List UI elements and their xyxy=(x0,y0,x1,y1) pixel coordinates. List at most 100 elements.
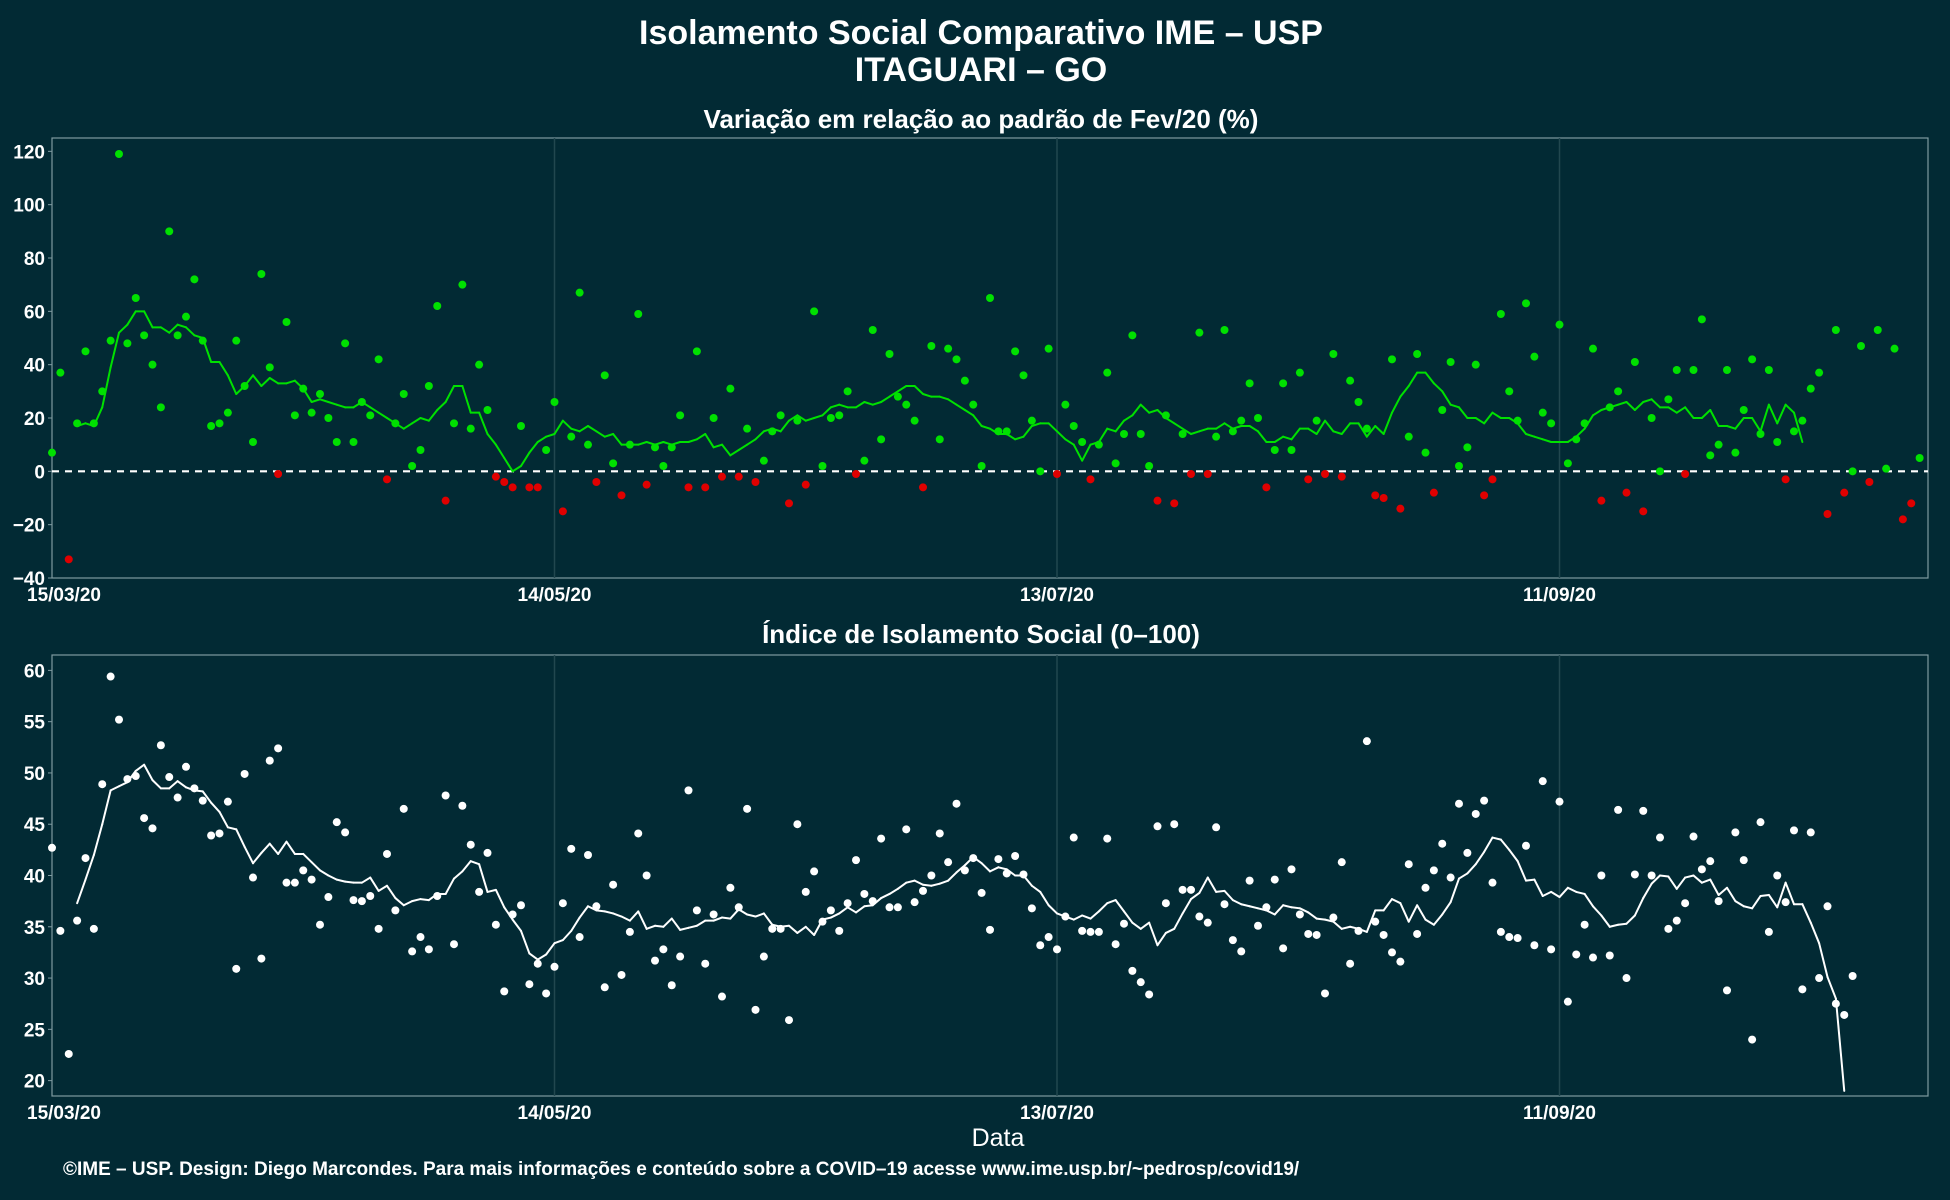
data-point xyxy=(399,804,408,813)
data-point xyxy=(48,448,56,457)
data-point xyxy=(1831,326,1840,334)
data-point xyxy=(198,796,207,805)
data-point xyxy=(667,981,676,990)
moving-average-segment xyxy=(662,441,673,446)
data-point xyxy=(207,422,216,430)
moving-average-segment xyxy=(1064,915,1075,921)
data-point xyxy=(1622,488,1631,497)
data-point xyxy=(366,892,375,901)
data-point xyxy=(324,414,333,422)
data-point xyxy=(1656,833,1664,842)
data-point xyxy=(1228,936,1237,945)
data-point xyxy=(1304,929,1313,938)
data-point xyxy=(919,483,927,492)
moving-average-segment xyxy=(737,908,749,916)
moving-average-segment xyxy=(1391,395,1402,414)
data-point xyxy=(701,959,710,968)
data-point xyxy=(1714,897,1723,906)
data-point xyxy=(1413,929,1422,938)
moving-average-segment xyxy=(1190,891,1201,901)
moving-average-segment xyxy=(712,916,723,922)
moving-average-segment xyxy=(101,789,112,826)
data-point xyxy=(1873,326,1882,334)
data-point xyxy=(1496,927,1505,936)
data-point xyxy=(424,945,433,954)
moving-average-segment xyxy=(829,403,841,409)
moving-average-segment xyxy=(729,449,740,457)
moving-average-segment xyxy=(1432,913,1444,926)
data-point xyxy=(1379,494,1388,502)
moving-average-segment xyxy=(101,366,112,409)
data-point xyxy=(1329,350,1338,358)
moving-average-segment xyxy=(1491,411,1502,419)
data-point xyxy=(89,924,98,933)
data-point xyxy=(1295,910,1304,919)
moving-average-segment xyxy=(386,884,397,900)
data-point xyxy=(1538,777,1547,786)
moving-average-segment xyxy=(729,908,740,920)
data-point xyxy=(1086,927,1095,936)
data-point xyxy=(642,480,651,489)
moving-average-segment xyxy=(1684,874,1695,879)
data-point xyxy=(1505,933,1514,942)
moving-average-segment xyxy=(444,877,455,895)
moving-average-segment xyxy=(1072,914,1084,921)
data-point xyxy=(1304,475,1313,484)
data-point xyxy=(1898,515,1907,524)
moving-average-segment xyxy=(1541,438,1553,443)
moving-average-segment xyxy=(1022,874,1033,887)
data-point xyxy=(1731,828,1740,837)
data-point xyxy=(659,945,668,954)
data-point xyxy=(617,970,626,979)
data-point xyxy=(1371,491,1380,500)
moving-average-segment xyxy=(185,326,196,337)
moving-average-segment xyxy=(1139,403,1151,414)
data-point xyxy=(734,472,743,481)
moving-average-segment xyxy=(628,910,640,922)
data-point xyxy=(550,398,559,406)
data-point xyxy=(1429,488,1438,497)
data-point xyxy=(517,422,525,430)
moving-average-segment xyxy=(1818,942,1829,979)
data-point xyxy=(1723,986,1731,995)
moving-average-segment xyxy=(335,878,347,883)
moving-average-segment xyxy=(1273,435,1285,443)
moving-average-segment xyxy=(1181,898,1192,915)
moving-average-segment xyxy=(955,403,966,411)
data-point xyxy=(1773,871,1782,880)
moving-average-segment xyxy=(427,892,439,902)
data-point xyxy=(826,906,835,915)
moving-average-segment xyxy=(226,826,238,831)
data-point xyxy=(701,483,710,492)
moving-average-segment xyxy=(1181,427,1192,435)
data-point xyxy=(383,849,391,858)
data-point xyxy=(776,411,785,420)
moving-average-segment xyxy=(1340,925,1352,930)
moving-average-segment xyxy=(386,417,397,425)
moving-average-segment xyxy=(84,853,95,881)
data-point xyxy=(1647,871,1656,880)
data-point xyxy=(1237,416,1246,425)
moving-average-segment xyxy=(1633,401,1645,411)
moving-average-segment xyxy=(637,441,648,446)
data-point xyxy=(1689,832,1698,841)
data-point xyxy=(424,382,433,390)
moving-average-segment xyxy=(1751,417,1762,433)
moving-average-segment xyxy=(1240,903,1251,908)
moving-average-segment xyxy=(1566,886,1578,893)
moving-average-segment xyxy=(963,856,975,867)
moving-average-segment xyxy=(520,929,531,955)
moving-average-segment xyxy=(478,863,489,893)
data-point xyxy=(274,744,283,753)
data-point xyxy=(1279,944,1288,953)
moving-average-segment xyxy=(1399,385,1410,398)
x-tick-label: 15/03/20 xyxy=(27,1103,101,1124)
x-tick-label: 15/03/20 xyxy=(27,585,101,606)
moving-average-segment xyxy=(746,913,757,918)
data-point xyxy=(634,310,643,318)
data-point xyxy=(1681,899,1690,908)
moving-average-segment xyxy=(838,403,849,409)
moving-average-segment xyxy=(352,401,363,409)
moving-average-segment xyxy=(302,387,313,403)
data-point xyxy=(491,920,500,929)
